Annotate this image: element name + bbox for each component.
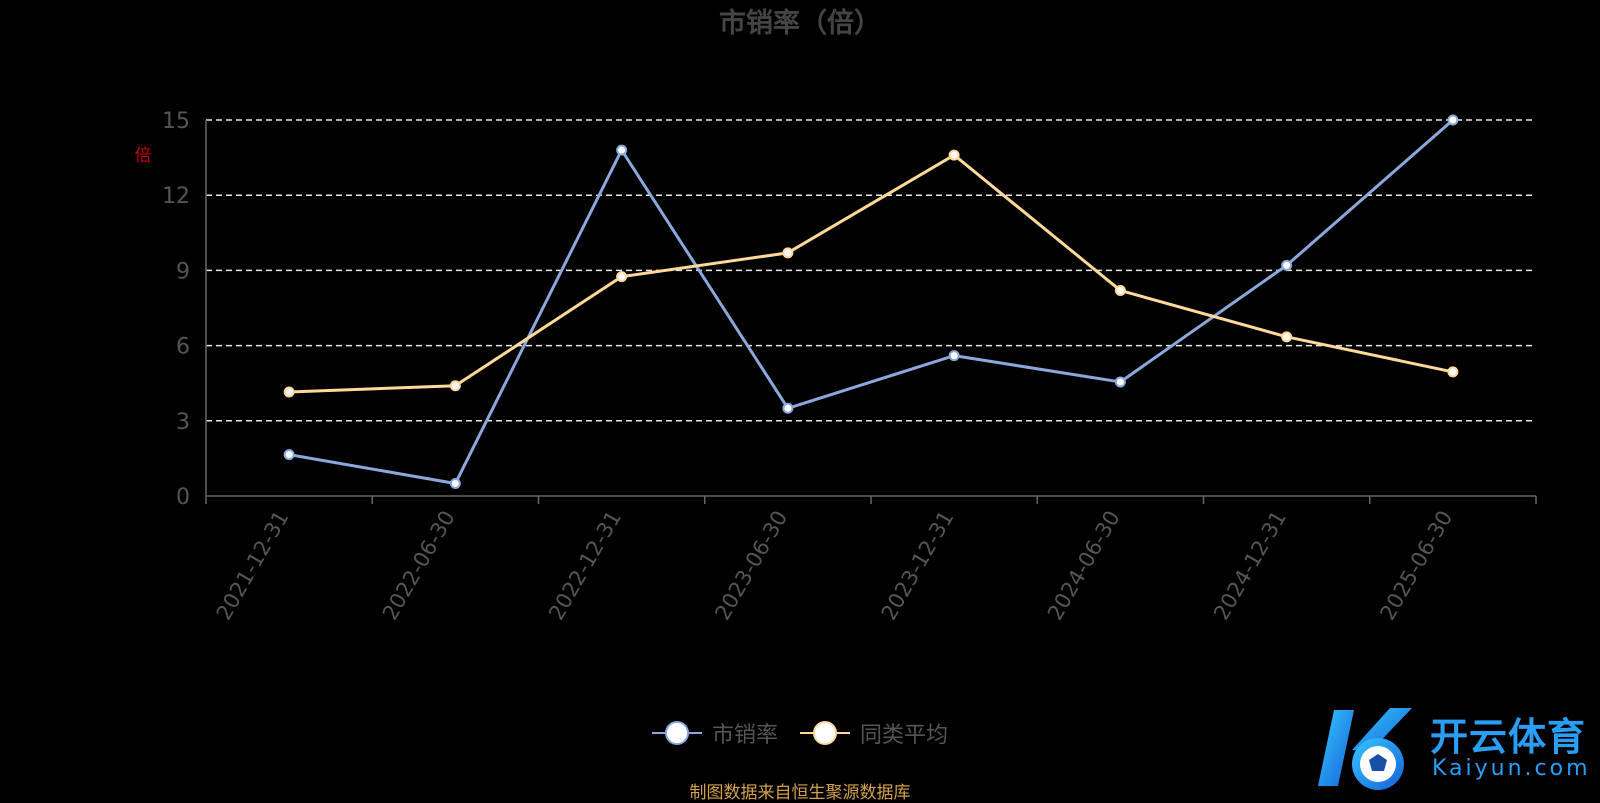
series-0-point-2 bbox=[616, 144, 628, 156]
y-tick-label-4: 12 bbox=[162, 184, 190, 209]
x-tick-label-7: 2025-06-30 bbox=[1375, 507, 1457, 625]
chart-title: 市销率（倍） bbox=[719, 7, 881, 39]
legend-item-ps[interactable]: 市销率 bbox=[651, 717, 778, 749]
x-tick-label-0: 2021-12-31 bbox=[212, 507, 294, 625]
legend-swatch-peer-avg bbox=[800, 721, 850, 745]
y-tick-label-3: 9 bbox=[176, 259, 190, 284]
source-note: 制图数据来自恒生聚源数据库 bbox=[689, 783, 911, 803]
x-tick-label-5: 2024-06-30 bbox=[1043, 507, 1125, 625]
logo-k-icon bbox=[1318, 708, 1412, 790]
series-layer bbox=[283, 114, 1459, 489]
x-tick-label-1: 2022-06-30 bbox=[378, 507, 460, 625]
y-axis-label: 倍 bbox=[135, 146, 152, 166]
x-tick-label-2: 2022-12-31 bbox=[544, 507, 626, 625]
series-1-point-0 bbox=[283, 386, 295, 398]
series-0-point-4 bbox=[948, 350, 960, 362]
x-tick-label-3: 2023-06-30 bbox=[710, 507, 792, 625]
y-tick-label-2: 6 bbox=[176, 335, 190, 360]
series-1-point-6 bbox=[1281, 331, 1293, 343]
legend-label-ps: 市销率 bbox=[711, 723, 778, 748]
series-1-point-3 bbox=[782, 247, 794, 259]
y-tick-labels: 0 3 6 9 12 15 bbox=[162, 109, 190, 510]
series-line-0 bbox=[288, 118, 1454, 485]
series-0-point-1 bbox=[449, 477, 461, 489]
watermark-cn: 开云体育 bbox=[1430, 715, 1587, 759]
legend-swatch-ps bbox=[651, 721, 702, 745]
legend: 市销率 同类平均 bbox=[0, 718, 1600, 748]
series-0-point-5 bbox=[1114, 376, 1126, 388]
series-0-point-0 bbox=[283, 449, 295, 461]
series-1-point-5 bbox=[1114, 284, 1126, 296]
series-1-point-4 bbox=[948, 149, 960, 161]
series-1-point-1 bbox=[449, 380, 461, 392]
grid-lines bbox=[206, 119, 1536, 422]
series-1-point-7 bbox=[1447, 366, 1459, 378]
watermark-en: Kaiyun.com bbox=[1432, 756, 1591, 781]
series-0-point-3 bbox=[782, 402, 794, 414]
series-1-point-2 bbox=[616, 271, 628, 283]
y-tick-label-5: 15 bbox=[162, 109, 190, 134]
legend-item-peer-avg[interactable]: 同类平均 bbox=[800, 717, 948, 749]
x-tick-labels: 2021-12-31 2022-06-30 2022-12-31 2023-06-30… bbox=[212, 507, 1458, 625]
axes bbox=[205, 120, 1537, 504]
series-1 bbox=[283, 149, 1459, 398]
legend-label-peer-avg: 同类平均 bbox=[860, 723, 949, 748]
x-tick-label-6: 2024-12-31 bbox=[1209, 507, 1291, 625]
series-line-1 bbox=[289, 153, 1454, 394]
y-tick-label-0: 0 bbox=[176, 485, 190, 510]
watermark-logo: 开云体育 Kaiyun.com bbox=[1312, 698, 1600, 798]
series-0-point-7 bbox=[1447, 114, 1459, 126]
y-tick-label-1: 3 bbox=[176, 410, 190, 435]
series-0-point-6 bbox=[1281, 259, 1293, 271]
x-tick-label-4: 2023-12-31 bbox=[877, 507, 959, 625]
series-0 bbox=[283, 114, 1459, 489]
